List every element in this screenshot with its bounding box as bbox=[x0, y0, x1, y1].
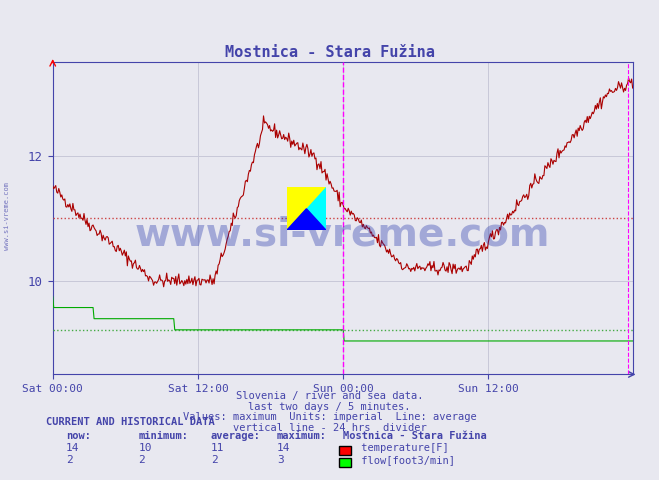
FancyBboxPatch shape bbox=[339, 458, 351, 467]
Text: 14: 14 bbox=[277, 443, 290, 453]
Text: Slovenia / river and sea data.: Slovenia / river and sea data. bbox=[236, 391, 423, 401]
FancyBboxPatch shape bbox=[339, 446, 351, 455]
Text: average:: average: bbox=[211, 431, 261, 441]
Text: www.si-vreme.com: www.si-vreme.com bbox=[3, 182, 10, 250]
Text: now:: now: bbox=[66, 431, 91, 441]
Text: 14: 14 bbox=[66, 443, 79, 453]
Text: 11: 11 bbox=[211, 443, 224, 453]
Text: temperature[F]: temperature[F] bbox=[355, 443, 448, 453]
Text: Mostnica - Stara Fužina: Mostnica - Stara Fužina bbox=[343, 431, 486, 441]
Text: 2: 2 bbox=[211, 455, 217, 465]
Text: CURRENT AND HISTORICAL DATA: CURRENT AND HISTORICAL DATA bbox=[46, 417, 215, 427]
Text: 10: 10 bbox=[138, 443, 152, 453]
Text: vertical line - 24 hrs  divider: vertical line - 24 hrs divider bbox=[233, 423, 426, 432]
Polygon shape bbox=[287, 187, 326, 230]
Text: last two days / 5 minutes.: last two days / 5 minutes. bbox=[248, 402, 411, 411]
Polygon shape bbox=[287, 209, 326, 230]
Text: 3: 3 bbox=[277, 455, 283, 465]
Text: 2: 2 bbox=[66, 455, 72, 465]
Text: flow[foot3/min]: flow[foot3/min] bbox=[355, 455, 455, 465]
Text: 2: 2 bbox=[138, 455, 145, 465]
Text: minimum:: minimum: bbox=[138, 431, 188, 441]
Text: Values: maximum  Units: imperial  Line: average: Values: maximum Units: imperial Line: av… bbox=[183, 412, 476, 422]
Text: www.si-vreme.com: www.si-vreme.com bbox=[135, 215, 550, 253]
Polygon shape bbox=[287, 187, 326, 230]
Text: maximum:: maximum: bbox=[277, 431, 327, 441]
Text: Mostnica - Stara Fužina: Mostnica - Stara Fužina bbox=[225, 45, 434, 60]
